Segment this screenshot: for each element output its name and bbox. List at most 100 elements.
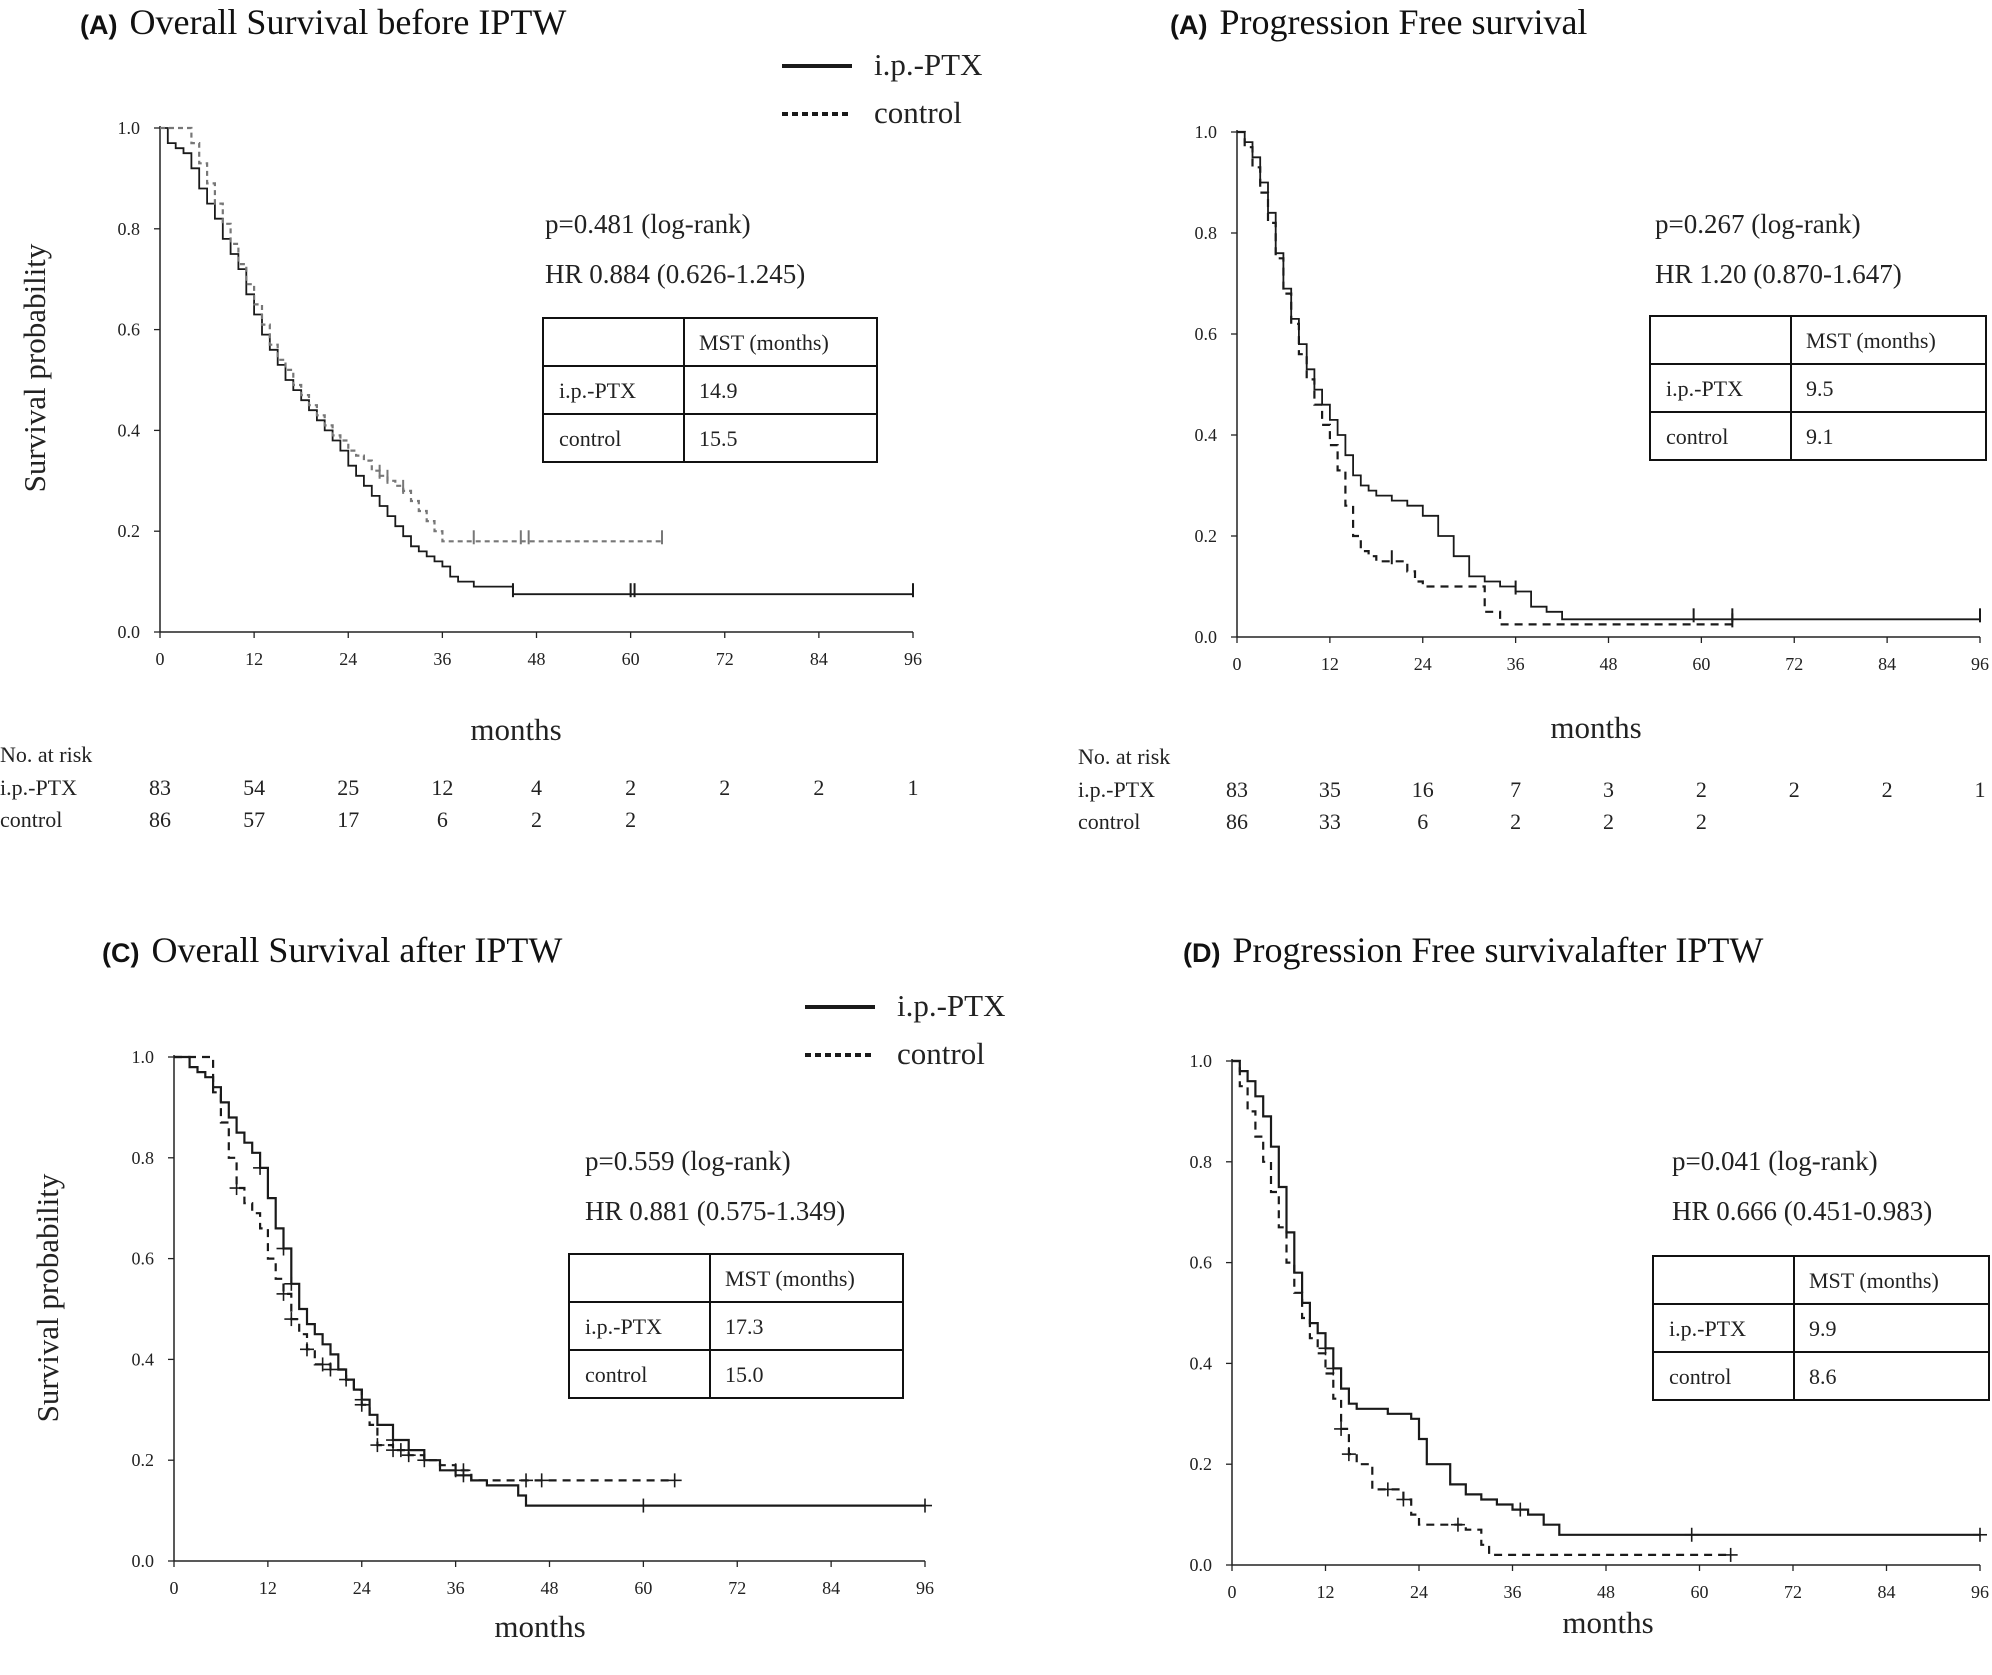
x-tick-label: 12 bbox=[245, 649, 263, 669]
at-risk-value-treatment: 7 bbox=[1510, 777, 1521, 802]
x-tick-label: 60 bbox=[634, 1578, 652, 1598]
panel-letter: (A) bbox=[1170, 10, 1207, 40]
y-tick-label: 1.0 bbox=[1195, 122, 1218, 142]
at-risk-value-treatment: 35 bbox=[1319, 777, 1341, 802]
hazard-ratio-label: HR 1.20 (0.870-1.647) bbox=[1655, 259, 1902, 289]
survival-curve-control bbox=[1232, 1059, 1731, 1556]
x-tick-label: 12 bbox=[259, 1578, 277, 1598]
hazard-ratio-label: HR 0.666 (0.451-0.983) bbox=[1672, 1196, 1932, 1226]
at-risk-value-treatment: 25 bbox=[337, 775, 359, 800]
panel-title-text: Progression Free survival bbox=[1219, 2, 1587, 42]
x-tick-label: 60 bbox=[1691, 1582, 1709, 1602]
y-tick-label: 0.4 bbox=[118, 420, 141, 440]
x-tick-label: 60 bbox=[1692, 654, 1710, 674]
at-risk-row-label-control: control bbox=[0, 807, 62, 832]
x-tick-label: 96 bbox=[1971, 654, 1989, 674]
at-risk-value-control: 2 bbox=[625, 807, 636, 832]
x-tick-label: 96 bbox=[1971, 1582, 1989, 1602]
chart-panel-2: (A) Progression Free survival 0.0 0.2 0.4 0.6… bbox=[1078, 2, 1989, 834]
x-tick-label: 24 bbox=[339, 649, 357, 669]
mst-value-treatment: 17.3 bbox=[725, 1314, 764, 1339]
panel-title-text: Overall Survival before IPTW bbox=[129, 2, 566, 42]
hazard-ratio-label: HR 0.881 (0.575-1.349) bbox=[585, 1196, 845, 1226]
at-risk-value-control: 86 bbox=[1226, 809, 1248, 834]
mst-header: MST (months) bbox=[725, 1266, 855, 1291]
x-axis-label: months bbox=[494, 1609, 585, 1644]
legend-label-treatment: i.p.-PTX bbox=[897, 988, 1006, 1023]
at-risk-value-treatment: 1 bbox=[908, 775, 919, 800]
mst-table bbox=[568, 1253, 904, 1399]
y-tick-label: 0.8 bbox=[1190, 1152, 1213, 1172]
panel-title: (C) Overall Survival after IPTW bbox=[102, 930, 562, 970]
at-risk-value-control: 6 bbox=[1417, 809, 1428, 834]
y-tick-label: 0.2 bbox=[132, 1450, 155, 1470]
legend-label-treatment: i.p.-PTX bbox=[874, 47, 983, 82]
at-risk-value-control: 6 bbox=[437, 807, 448, 832]
x-tick-label: 36 bbox=[447, 1578, 465, 1598]
at-risk-value-treatment: 2 bbox=[625, 775, 636, 800]
at-risk-value-control: 2 bbox=[1510, 809, 1521, 834]
y-axis-label: Survival probability bbox=[17, 243, 52, 492]
y-tick-label: 0.6 bbox=[1190, 1253, 1213, 1273]
hazard-ratio-label: HR 0.884 (0.626-1.245) bbox=[545, 259, 805, 289]
at-risk-row-label-control: control bbox=[1078, 809, 1140, 834]
x-axis-label: months bbox=[1562, 1605, 1653, 1640]
x-tick-label: 96 bbox=[916, 1578, 934, 1598]
panel-title: (D) Progression Free survivalafter IPTW bbox=[1183, 930, 1763, 970]
x-tick-label: 72 bbox=[1784, 1582, 1802, 1602]
mst-header: MST (months) bbox=[1806, 328, 1936, 353]
p-value-label: p=0.041 (log-rank) bbox=[1672, 1146, 1878, 1176]
at-risk-title: No. at risk bbox=[1078, 744, 1170, 769]
panel-letter: (C) bbox=[102, 938, 139, 968]
y-tick-label: 0.8 bbox=[118, 219, 141, 239]
x-tick-label: 48 bbox=[541, 1578, 559, 1598]
mst-value-treatment: 9.9 bbox=[1809, 1316, 1837, 1341]
mst-value-control: 9.1 bbox=[1806, 424, 1834, 449]
y-tick-label: 0.6 bbox=[118, 320, 141, 340]
at-risk-value-treatment: 83 bbox=[149, 775, 171, 800]
mst-row-label-control: control bbox=[1666, 424, 1728, 449]
at-risk-value-treatment: 2 bbox=[1882, 777, 1893, 802]
y-tick-label: 0.8 bbox=[132, 1148, 155, 1168]
mst-header: MST (months) bbox=[1809, 1268, 1939, 1293]
x-tick-label: 12 bbox=[1321, 654, 1339, 674]
x-tick-label: 48 bbox=[528, 649, 546, 669]
x-tick-label: 0 bbox=[156, 649, 165, 669]
y-tick-label: 0.0 bbox=[1195, 627, 1218, 647]
x-tick-label: 84 bbox=[822, 1578, 840, 1598]
x-tick-label: 48 bbox=[1597, 1582, 1615, 1602]
at-risk-value-control: 2 bbox=[1696, 809, 1707, 834]
survival-curve-control bbox=[1237, 130, 1733, 626]
at-risk-row-label-treatment: i.p.-PTX bbox=[0, 775, 77, 800]
at-risk-value-treatment: 4 bbox=[531, 775, 542, 800]
y-tick-label: 0.2 bbox=[1190, 1454, 1213, 1474]
p-value-label: p=0.559 (log-rank) bbox=[585, 1146, 791, 1176]
y-tick-label: 0.4 bbox=[1190, 1353, 1213, 1373]
x-tick-label: 36 bbox=[433, 649, 451, 669]
at-risk-value-treatment: 2 bbox=[1696, 777, 1707, 802]
chart-panel-1: (A) Overall Survival before IPTW 0.0 0.2 0.4… bbox=[0, 2, 983, 832]
x-tick-label: 36 bbox=[1504, 1582, 1522, 1602]
mst-table bbox=[542, 317, 878, 463]
y-tick-label: 0.0 bbox=[132, 1551, 155, 1571]
mst-value-treatment: 14.9 bbox=[699, 378, 738, 403]
x-tick-label: 84 bbox=[1878, 654, 1896, 674]
at-risk-value-treatment: 1 bbox=[1975, 777, 1986, 802]
x-tick-label: 0 bbox=[1228, 1582, 1237, 1602]
at-risk-value-control: 17 bbox=[337, 807, 359, 832]
at-risk-value-treatment: 54 bbox=[243, 775, 265, 800]
mst-row-label-control: control bbox=[1669, 1364, 1731, 1389]
at-risk-value-treatment: 16 bbox=[1412, 777, 1434, 802]
mst-header: MST (months) bbox=[699, 330, 829, 355]
at-risk-value-treatment: 2 bbox=[813, 775, 824, 800]
mst-row-label-treatment: i.p.-PTX bbox=[1669, 1316, 1746, 1341]
x-tick-label: 84 bbox=[1878, 1582, 1896, 1602]
mst-row-label-treatment: i.p.-PTX bbox=[585, 1314, 662, 1339]
x-tick-label: 48 bbox=[1600, 654, 1618, 674]
x-tick-label: 36 bbox=[1507, 654, 1525, 674]
panel-title: (A) Overall Survival before IPTW bbox=[80, 2, 566, 42]
y-tick-label: 1.0 bbox=[1190, 1051, 1213, 1071]
p-value-label: p=0.267 (log-rank) bbox=[1655, 209, 1861, 239]
y-tick-label: 0.0 bbox=[1190, 1555, 1213, 1575]
at-risk-value-treatment: 3 bbox=[1603, 777, 1614, 802]
